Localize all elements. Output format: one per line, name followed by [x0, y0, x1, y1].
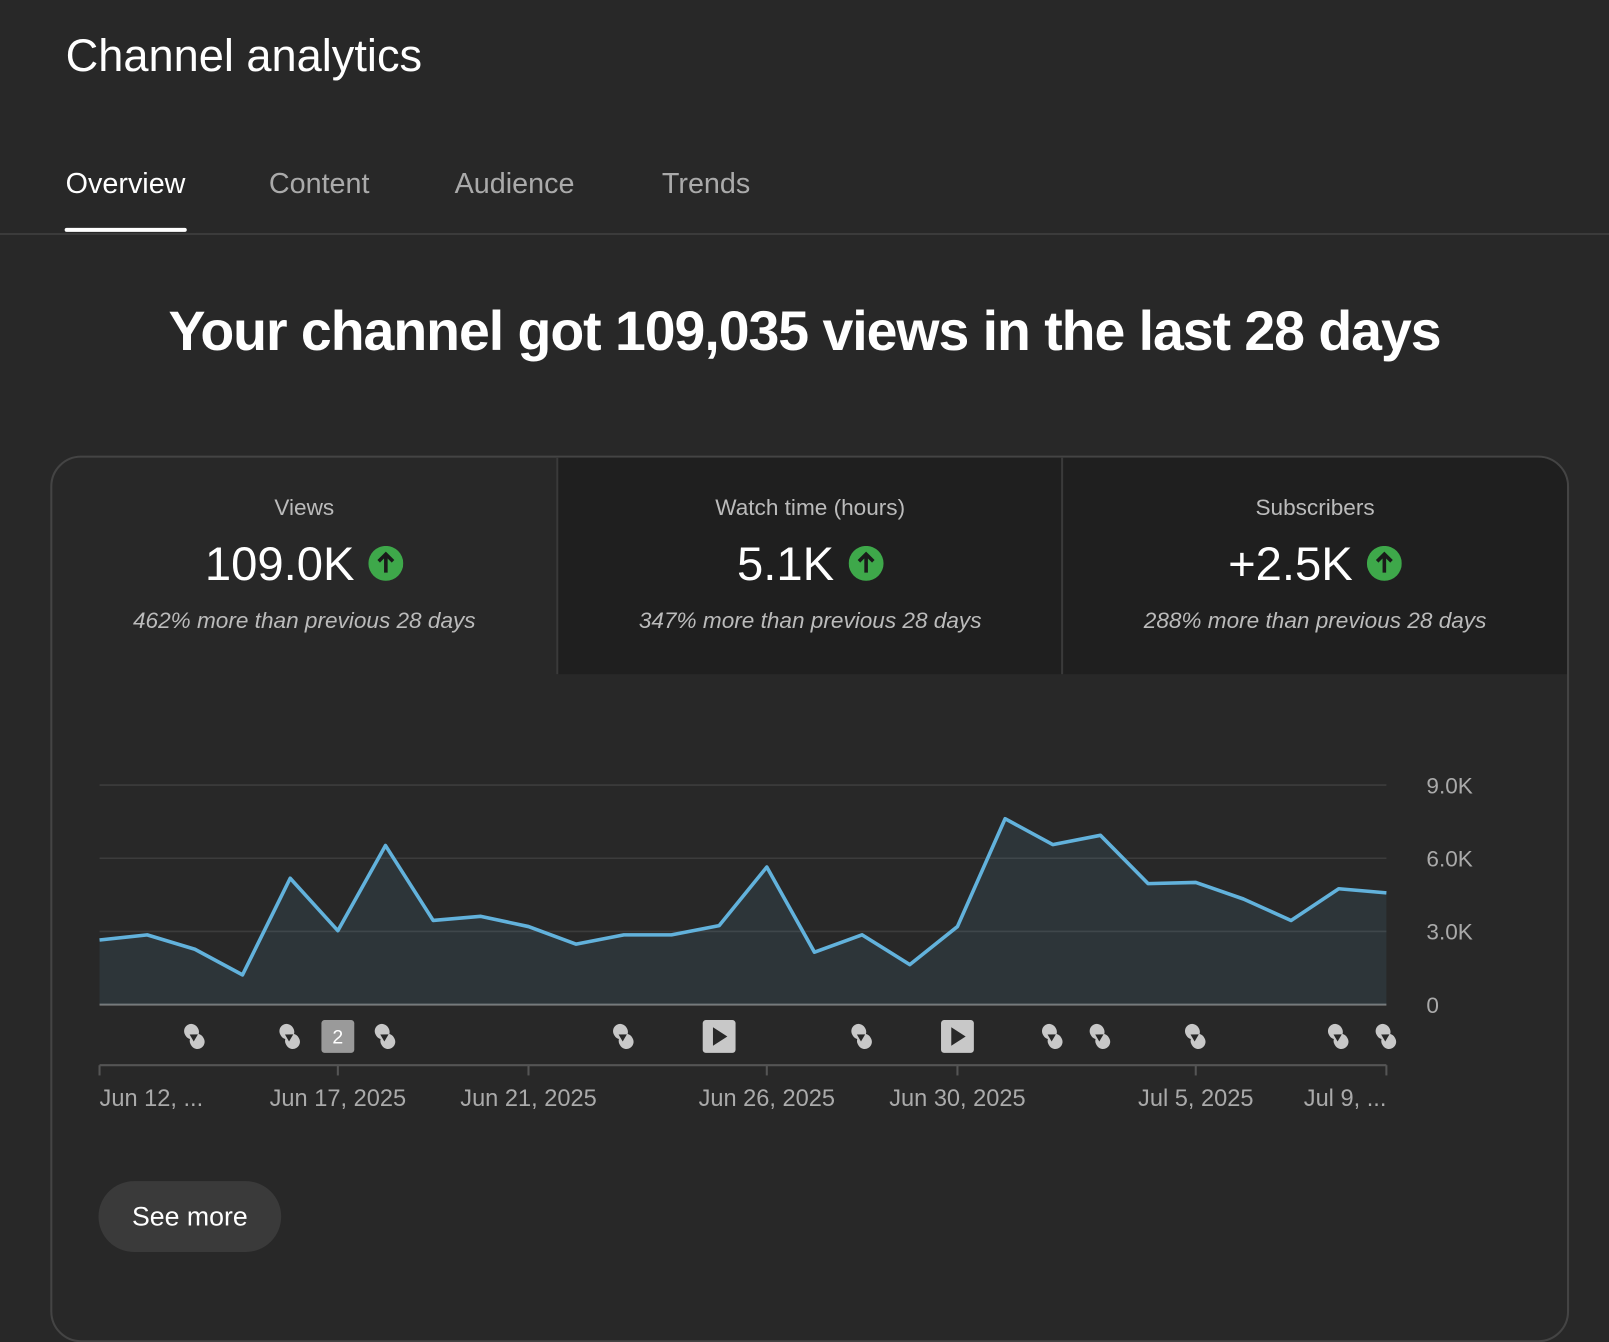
- metric-label: Subscribers: [1255, 494, 1375, 521]
- metric-change: 288% more than previous 28 days: [1143, 607, 1487, 634]
- tab-indicator: [64, 227, 187, 232]
- x-tick-label: Jun 26, 2025: [699, 1086, 835, 1112]
- analytics-screen: Channel analytics Overview Content Audie…: [0, 30, 1609, 1342]
- shorts-icon: [851, 1023, 872, 1049]
- shorts-icon: [613, 1023, 634, 1049]
- tab[interactable]: Audience: [454, 167, 575, 200]
- shorts-play: [1095, 1034, 1104, 1042]
- x-tick-label: Jun 17, 2025: [270, 1086, 406, 1112]
- shorts-play: [1190, 1034, 1199, 1042]
- shorts-icon: [1041, 1023, 1063, 1049]
- line: [99, 816, 1387, 977]
- metric-value: +2.5K: [1228, 536, 1353, 591]
- shorts-play: [1047, 1034, 1056, 1042]
- x-tick-label: Jul 9, ...: [1304, 1086, 1387, 1112]
- shorts-icon: [184, 1023, 205, 1049]
- shorts-icon: [1184, 1023, 1206, 1049]
- metric-value: 5.1K: [736, 536, 835, 591]
- divider: [0, 232, 1609, 235]
- shorts-play: [856, 1034, 866, 1042]
- video-play: [951, 1027, 966, 1046]
- x-tick-label: Jul 5, 2025: [1138, 1086, 1253, 1112]
- metric-value-row: 109.0K: [52, 536, 556, 591]
- shorts-play: [1381, 1034, 1390, 1042]
- up-icon: [1367, 545, 1403, 581]
- page: Channel analytics Overview Content Audie…: [0, 30, 1609, 1342]
- shorts-play: [380, 1034, 389, 1042]
- shorts-play: [618, 1034, 627, 1042]
- up-icon: [368, 545, 404, 581]
- metric-card[interactable]: Views 109.0K 462% more than previous 28 …: [52, 458, 556, 675]
- metric-card[interactable]: Watch time (hours) 5.1K 347% more than p…: [556, 457, 1063, 675]
- shorts-icon: [279, 1023, 300, 1049]
- x-tick-label: Jun 12, ...: [100, 1086, 204, 1112]
- tab[interactable]: Overview: [65, 167, 186, 200]
- headline: Your channel got 109,035 views in the la…: [168, 300, 1442, 363]
- metric-value: 109.0K: [204, 536, 355, 591]
- shorts-play: [189, 1034, 198, 1042]
- y-tick-label: 0: [1426, 993, 1439, 1018]
- video-play: [712, 1027, 728, 1046]
- y-tick-label: 6.0K: [1426, 846, 1472, 871]
- page-title: Channel analytics: [65, 30, 423, 82]
- x-tick-label: Jun 30, 2025: [889, 1086, 1025, 1112]
- x-tick-label: Jun 21, 2025: [460, 1086, 596, 1112]
- shorts-play: [1333, 1034, 1342, 1042]
- tab[interactable]: Content: [268, 167, 370, 200]
- metric-change: 347% more than previous 28 days: [638, 607, 982, 634]
- see-more-button[interactable]: See more: [98, 1181, 282, 1252]
- tab[interactable]: Trends: [661, 167, 751, 200]
- y-tick-label: 9.0K: [1426, 773, 1472, 798]
- shorts-icon: [1327, 1023, 1349, 1049]
- shorts-icon: [1375, 1023, 1397, 1049]
- metric-card[interactable]: Subscribers +2.5K 288% more than previou…: [1061, 457, 1568, 675]
- up-icon: [848, 545, 884, 581]
- multi-upload-badge: [321, 1020, 355, 1053]
- shorts-play: [284, 1034, 294, 1042]
- metric-value-row: +2.5K: [1063, 536, 1567, 591]
- metric-label: Views: [274, 494, 335, 521]
- area: [99, 818, 1387, 1005]
- multi-upload-count: 2: [332, 1027, 343, 1049]
- shorts-icon: [1089, 1023, 1111, 1049]
- summary-card: Views 109.0K 462% more than previous 28 …: [50, 455, 1570, 1342]
- metric-change: 462% more than previous 28 days: [132, 607, 476, 634]
- shorts-icon: [374, 1023, 396, 1049]
- y-tick-label: 3.0K: [1426, 920, 1472, 945]
- metric-label: Watch time (hours): [715, 494, 906, 521]
- metric-value-row: 5.1K: [558, 536, 1062, 591]
- chart: 0 3.0K 6.0K 9.0K Jun 12, ... Jun 17, 2025 Jun …: [98, 773, 1473, 1112]
